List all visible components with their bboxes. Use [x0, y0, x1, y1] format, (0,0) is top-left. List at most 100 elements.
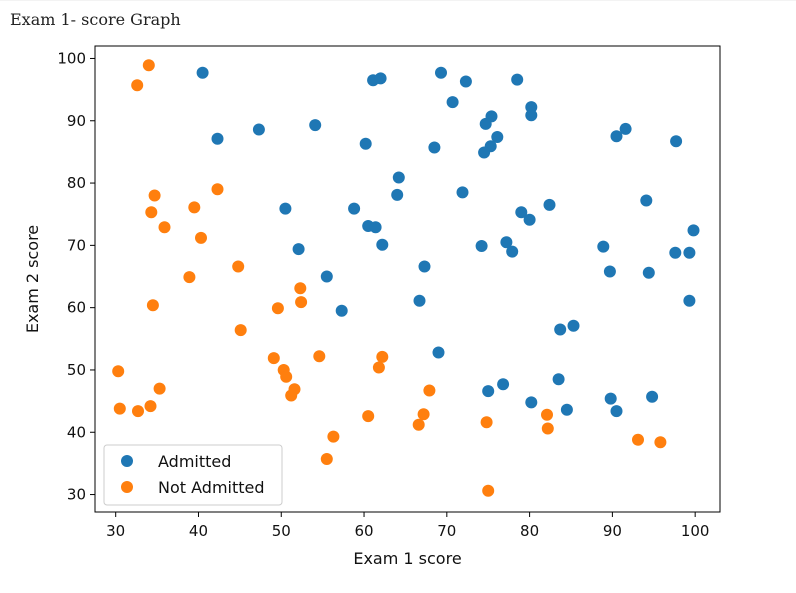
- data-point-not-admitted-31: [541, 408, 553, 421]
- data-point-not-admitted-32: [480, 416, 493, 429]
- legend-marker-admitted: [121, 455, 133, 467]
- data-point-admitted-16: [670, 135, 683, 148]
- data-point-not-admitted-27: [113, 402, 126, 415]
- data-point-admitted-38: [292, 243, 305, 256]
- legend-label-admitted: Admitted: [158, 452, 231, 471]
- plot-frame: [94, 45, 721, 513]
- data-point-admitted-10: [252, 123, 265, 136]
- data-point-not-admitted-25: [285, 389, 298, 402]
- data-point-not-admitted-9: [183, 271, 196, 284]
- data-point-admitted-0: [196, 66, 209, 79]
- data-point-admitted-33: [687, 224, 700, 237]
- data-point-admitted-36: [475, 240, 488, 252]
- data-point-not-admitted-4: [188, 201, 201, 214]
- data-point-not-admitted-21: [280, 370, 293, 383]
- data-point-not-admitted-39: [482, 484, 495, 497]
- data-point-not-admitted-28: [132, 405, 144, 418]
- data-point-not-admitted-8: [232, 260, 245, 273]
- data-point-admitted-26: [543, 198, 556, 211]
- data-point-admitted-18: [359, 137, 372, 150]
- data-point-admitted-37: [597, 240, 610, 253]
- y-tick-label-30: 30: [67, 486, 86, 504]
- data-point-admitted-28: [348, 202, 361, 215]
- data-point-not-admitted-16: [267, 352, 280, 365]
- data-point-not-admitted-0: [142, 59, 155, 72]
- data-point-not-admitted-5: [145, 206, 158, 219]
- data-point-admitted-58: [560, 403, 573, 416]
- data-point-admitted-30: [523, 213, 536, 226]
- legend-marker-not-admitted: [121, 481, 133, 493]
- points-layer: [112, 59, 700, 497]
- data-point-admitted-23: [456, 186, 469, 199]
- x-tick-label-70: 70: [437, 522, 456, 540]
- data-point-admitted-49: [567, 319, 580, 332]
- y-tick-label-50: 50: [67, 361, 86, 379]
- data-point-admitted-9: [525, 109, 538, 122]
- data-point-admitted-41: [683, 246, 696, 259]
- data-point-admitted-15: [610, 130, 623, 143]
- data-point-admitted-55: [646, 390, 659, 403]
- data-point-admitted-54: [482, 385, 495, 398]
- data-point-not-admitted-11: [295, 296, 308, 309]
- data-point-admitted-14: [211, 132, 224, 145]
- data-point-not-admitted-20: [372, 361, 385, 374]
- data-point-not-admitted-33: [412, 418, 425, 431]
- data-point-admitted-3: [435, 66, 447, 79]
- data-point-admitted-45: [320, 270, 333, 283]
- data-point-admitted-35: [376, 238, 389, 251]
- data-point-admitted-19: [428, 141, 441, 154]
- page-caption: Exam 1- score Graph: [10, 10, 181, 29]
- data-point-admitted-24: [391, 188, 404, 201]
- legend-label-not-admitted: Not Admitted: [158, 478, 265, 497]
- data-point-admitted-42: [418, 260, 431, 273]
- data-point-admitted-27: [279, 202, 292, 215]
- x-tick-label-90: 90: [603, 522, 622, 540]
- data-point-admitted-6: [446, 96, 459, 109]
- data-point-admitted-47: [683, 294, 696, 307]
- data-point-admitted-4: [459, 75, 472, 88]
- top-divider: [0, 0, 796, 1]
- data-point-admitted-32: [369, 221, 382, 234]
- x-tick-label-100: 100: [681, 522, 710, 540]
- data-point-admitted-5: [511, 73, 524, 86]
- data-point-not-admitted-17: [376, 350, 389, 363]
- data-point-admitted-11: [309, 119, 322, 132]
- data-point-admitted-17: [491, 131, 504, 143]
- data-point-not-admitted-36: [632, 433, 644, 446]
- y-tick-label-90: 90: [67, 112, 86, 130]
- data-point-admitted-2: [374, 72, 387, 85]
- data-point-admitted-44: [642, 266, 655, 279]
- data-point-admitted-13: [619, 122, 632, 135]
- data-point-admitted-21: [478, 146, 491, 159]
- data-point-not-admitted-18: [112, 365, 125, 378]
- data-point-not-admitted-15: [313, 350, 326, 363]
- data-point-not-admitted-29: [417, 408, 430, 421]
- legend: Admitted Not Admitted: [103, 444, 283, 506]
- data-point-admitted-57: [525, 396, 538, 409]
- data-point-not-admitted-35: [327, 430, 340, 443]
- data-point-not-admitted-26: [144, 400, 157, 413]
- data-point-admitted-59: [610, 405, 623, 418]
- data-point-not-admitted-38: [320, 453, 333, 465]
- data-point-admitted-50: [554, 323, 567, 336]
- x-tick-label-40: 40: [189, 522, 208, 540]
- data-point-admitted-46: [413, 294, 426, 307]
- x-tick-label-60: 60: [354, 522, 373, 540]
- legend-box: [103, 444, 283, 506]
- x-tick-label-80: 80: [520, 522, 539, 540]
- x-axis-label: Exam 1 score: [353, 549, 461, 568]
- data-point-not-admitted-1: [131, 79, 144, 92]
- y-tick-label-60: 60: [67, 299, 86, 317]
- data-point-not-admitted-24: [423, 384, 436, 397]
- data-point-admitted-34: [500, 236, 513, 249]
- data-point-not-admitted-7: [195, 231, 207, 244]
- data-point-admitted-56: [604, 392, 617, 405]
- data-point-not-admitted-14: [234, 324, 247, 337]
- data-point-not-admitted-6: [158, 221, 171, 234]
- data-point-admitted-12: [479, 117, 492, 130]
- y-tick-label-40: 40: [67, 423, 86, 441]
- x-tick-label-50: 50: [272, 522, 291, 540]
- data-point-not-admitted-34: [541, 422, 554, 435]
- ticks-layer: 30 40 50 60 70 80 90 100 30 40 50 60 70 80 90 100: [57, 49, 709, 540]
